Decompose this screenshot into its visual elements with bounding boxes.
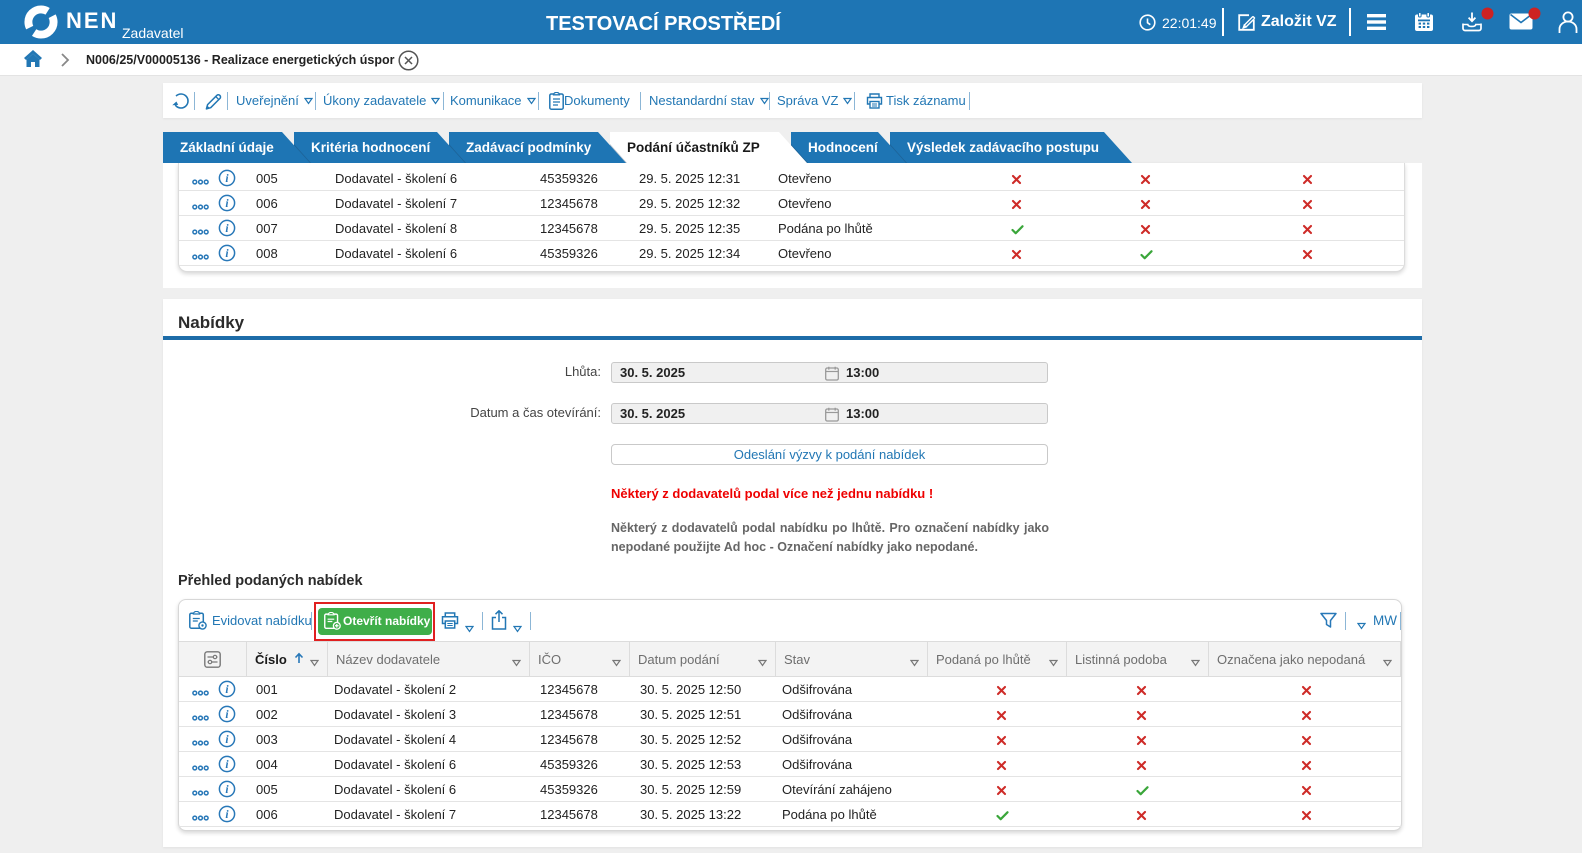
svg-text:i: i xyxy=(225,709,229,721)
svg-text:i: i xyxy=(225,734,229,746)
svg-text:i: i xyxy=(225,684,229,696)
svg-text:i: i xyxy=(225,198,229,210)
svg-text:i: i xyxy=(225,809,229,821)
svg-text:i: i xyxy=(225,248,229,260)
svg-text:i: i xyxy=(225,759,229,771)
svg-text:i: i xyxy=(225,173,229,185)
svg-text:i: i xyxy=(225,223,229,235)
svg-text:i: i xyxy=(225,784,229,796)
